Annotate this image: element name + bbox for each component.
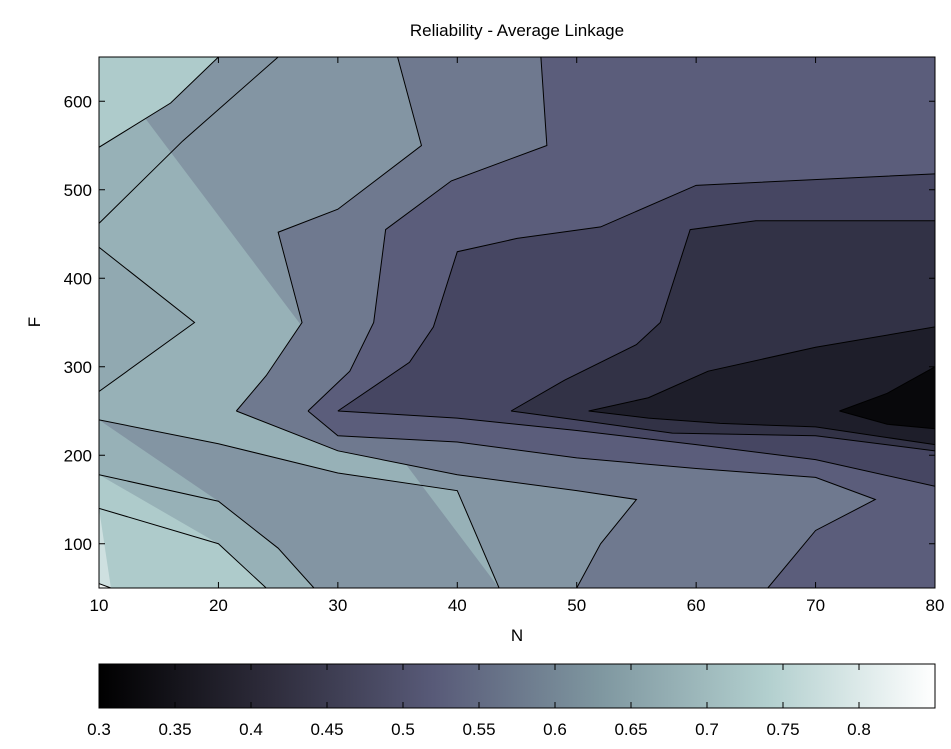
contour-line-0.4-2 (588, 326, 935, 412)
y-tick-label: 400 (64, 269, 92, 288)
y-tick-label: 500 (64, 181, 92, 200)
region-0.65-0.7-top (99, 57, 500, 588)
colorbar-tick-label: 0.3 (87, 720, 111, 739)
contour-lines (99, 57, 935, 588)
y-tick-label: 300 (64, 358, 92, 377)
colorbar-tick-label: 0.6 (543, 720, 567, 739)
colorbar-tick-label: 0.55 (462, 720, 495, 739)
contour-line-0.45-4 (510, 220, 935, 412)
contour-line-0.35-0 (839, 366, 935, 412)
chart-title: Reliability - Average Linkage (410, 21, 624, 40)
region-0.7-0.75-top (99, 57, 219, 148)
contour-line-0.65-14 (99, 419, 500, 588)
x-axis: 10 20 30 40 50 60 70 80 (90, 57, 945, 615)
contour-line-0.7-16 (99, 474, 315, 588)
x-axis-title: N (511, 626, 523, 645)
plot-frame (98, 56, 936, 589)
region-0.7-0.75-bottom (99, 474, 267, 588)
x-tick-label: 30 (328, 596, 347, 615)
colorbar-tick-label: 0.7 (695, 720, 719, 739)
y-tick-label: 100 (64, 535, 92, 554)
contour-line-0.8-18 (99, 583, 112, 588)
region-0.75-0.8-bottom (99, 508, 111, 588)
region-0.65-left (99, 247, 195, 392)
contour-line-0.7-15 (99, 57, 219, 148)
contour-line-0.5-6 (337, 173, 935, 412)
colorbar-tick-label: 0.5 (391, 720, 415, 739)
contour-line-0.4-3 (588, 410, 935, 446)
contour-line-0.55-8 (307, 57, 548, 412)
colorbar-tick-label: 0.65 (614, 720, 647, 739)
contour-fill-regions (99, 57, 935, 588)
y-axis: 100 200 300 400 500 600 (64, 92, 935, 554)
y-tick-label: 200 (64, 446, 92, 465)
colorbar (98, 663, 936, 709)
contour-line-0.45-5 (510, 410, 935, 452)
contour-line-0.6-11 (236, 410, 638, 588)
x-tick-label: 40 (448, 596, 467, 615)
y-tick-label: 600 (64, 92, 92, 111)
contour-line-0.55-9 (307, 410, 877, 588)
colorbar-tick-label: 0.75 (766, 720, 799, 739)
region-0.35-0.4 (588, 326, 935, 445)
contour-line-0.35-1 (839, 410, 935, 430)
contour-line-0.75-17 (99, 507, 267, 588)
x-tick-label: 20 (209, 596, 228, 615)
contour-line-0.65-12 (99, 246, 196, 392)
colorbar-tick-label: 0.8 (847, 720, 871, 739)
x-tick-label: 50 (567, 596, 586, 615)
colorbar-tick-label: 0.35 (158, 720, 191, 739)
contour-line-0.5-7 (337, 410, 935, 487)
x-tick-label: 80 (926, 596, 945, 615)
region-0.3-0.35 (839, 366, 935, 429)
colorbar-tick-label: 0.45 (310, 720, 343, 739)
contour-line-0.65-13 (99, 57, 279, 224)
y-axis-title: F (25, 317, 44, 327)
x-tick-label: 70 (806, 596, 825, 615)
colorbar-tick-label: 0.4 (239, 720, 263, 739)
contour-line-0.6-10 (235, 57, 423, 412)
x-tick-label: 60 (687, 596, 706, 615)
colorbar-ticks: 0.3 0.35 0.4 0.45 0.5 0.55 0.6 0.65 0.7 0.75 0.8 (87, 664, 871, 739)
x-tick-label: 10 (90, 596, 109, 615)
